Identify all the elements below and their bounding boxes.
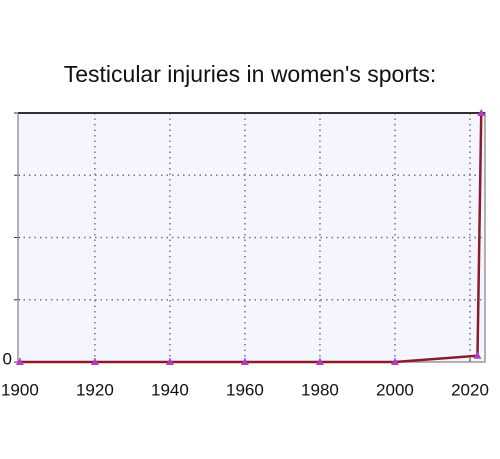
- x-tick-label: 1900: [1, 380, 39, 399]
- data-marker: [473, 351, 482, 359]
- x-tick-label: 1980: [301, 380, 339, 399]
- data-marker: [240, 358, 249, 365]
- data-marker: [15, 358, 24, 365]
- data-marker: [390, 358, 399, 365]
- data-marker: [90, 358, 99, 365]
- y-tick-label: 0: [3, 349, 12, 368]
- x-tick-label: 1960: [226, 380, 264, 399]
- x-tick-label: 2000: [376, 380, 414, 399]
- data-marker: [477, 109, 486, 116]
- data-line: [19, 112, 483, 364]
- x-tick-label: 1920: [76, 380, 114, 399]
- x-tick-label: 2020: [451, 380, 489, 399]
- chart-title: Testicular injuries in women's sports:: [64, 61, 437, 87]
- x-tick-label: 1940: [151, 380, 189, 399]
- data-marker: [315, 358, 324, 365]
- data-marker: [165, 358, 174, 365]
